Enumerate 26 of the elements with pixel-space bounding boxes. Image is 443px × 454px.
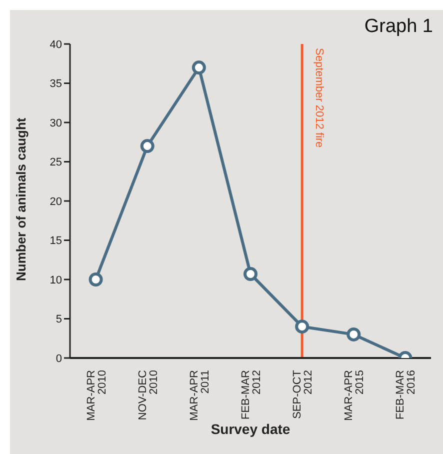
chart-title: Graph 1 <box>364 16 433 38</box>
point <box>295 320 310 334</box>
point <box>88 272 103 286</box>
y-tick-label: 10 <box>50 274 62 286</box>
y-tick-label: 15 <box>50 235 62 248</box>
y-tick-label: 40 <box>50 38 62 51</box>
y-tick-label: 35 <box>50 78 62 90</box>
x-tick-label: FEB-MAR 2016 <box>394 370 418 420</box>
y-tick-label: 0 <box>56 352 62 365</box>
x-tick-label: MAR-APR 2011 <box>188 370 212 421</box>
x-tick-label: FEB-MAR 2012 <box>240 370 263 420</box>
point <box>140 139 154 154</box>
x-axis-title: Survey date <box>210 421 290 437</box>
point <box>244 267 258 282</box>
x-tick-label: MAR-APR 2010 <box>85 370 108 421</box>
y-tick-label: 25 <box>50 156 62 169</box>
y-tick-label: 5 <box>56 314 62 326</box>
x-tick-label: SEP-OCT 2012 <box>292 370 315 419</box>
y-tick-label: 30 <box>50 117 62 130</box>
y-tick-label: 20 <box>50 196 62 208</box>
x-tick-label: MAR-APR 2015 <box>343 370 366 421</box>
point <box>192 60 206 75</box>
x-tick-label: NOV-DEC 2010 <box>136 370 160 420</box>
point <box>346 327 361 342</box>
y-axis-title: Number of animals caught <box>14 117 29 281</box>
ref-line-label: September 2012 fire <box>313 48 326 148</box>
